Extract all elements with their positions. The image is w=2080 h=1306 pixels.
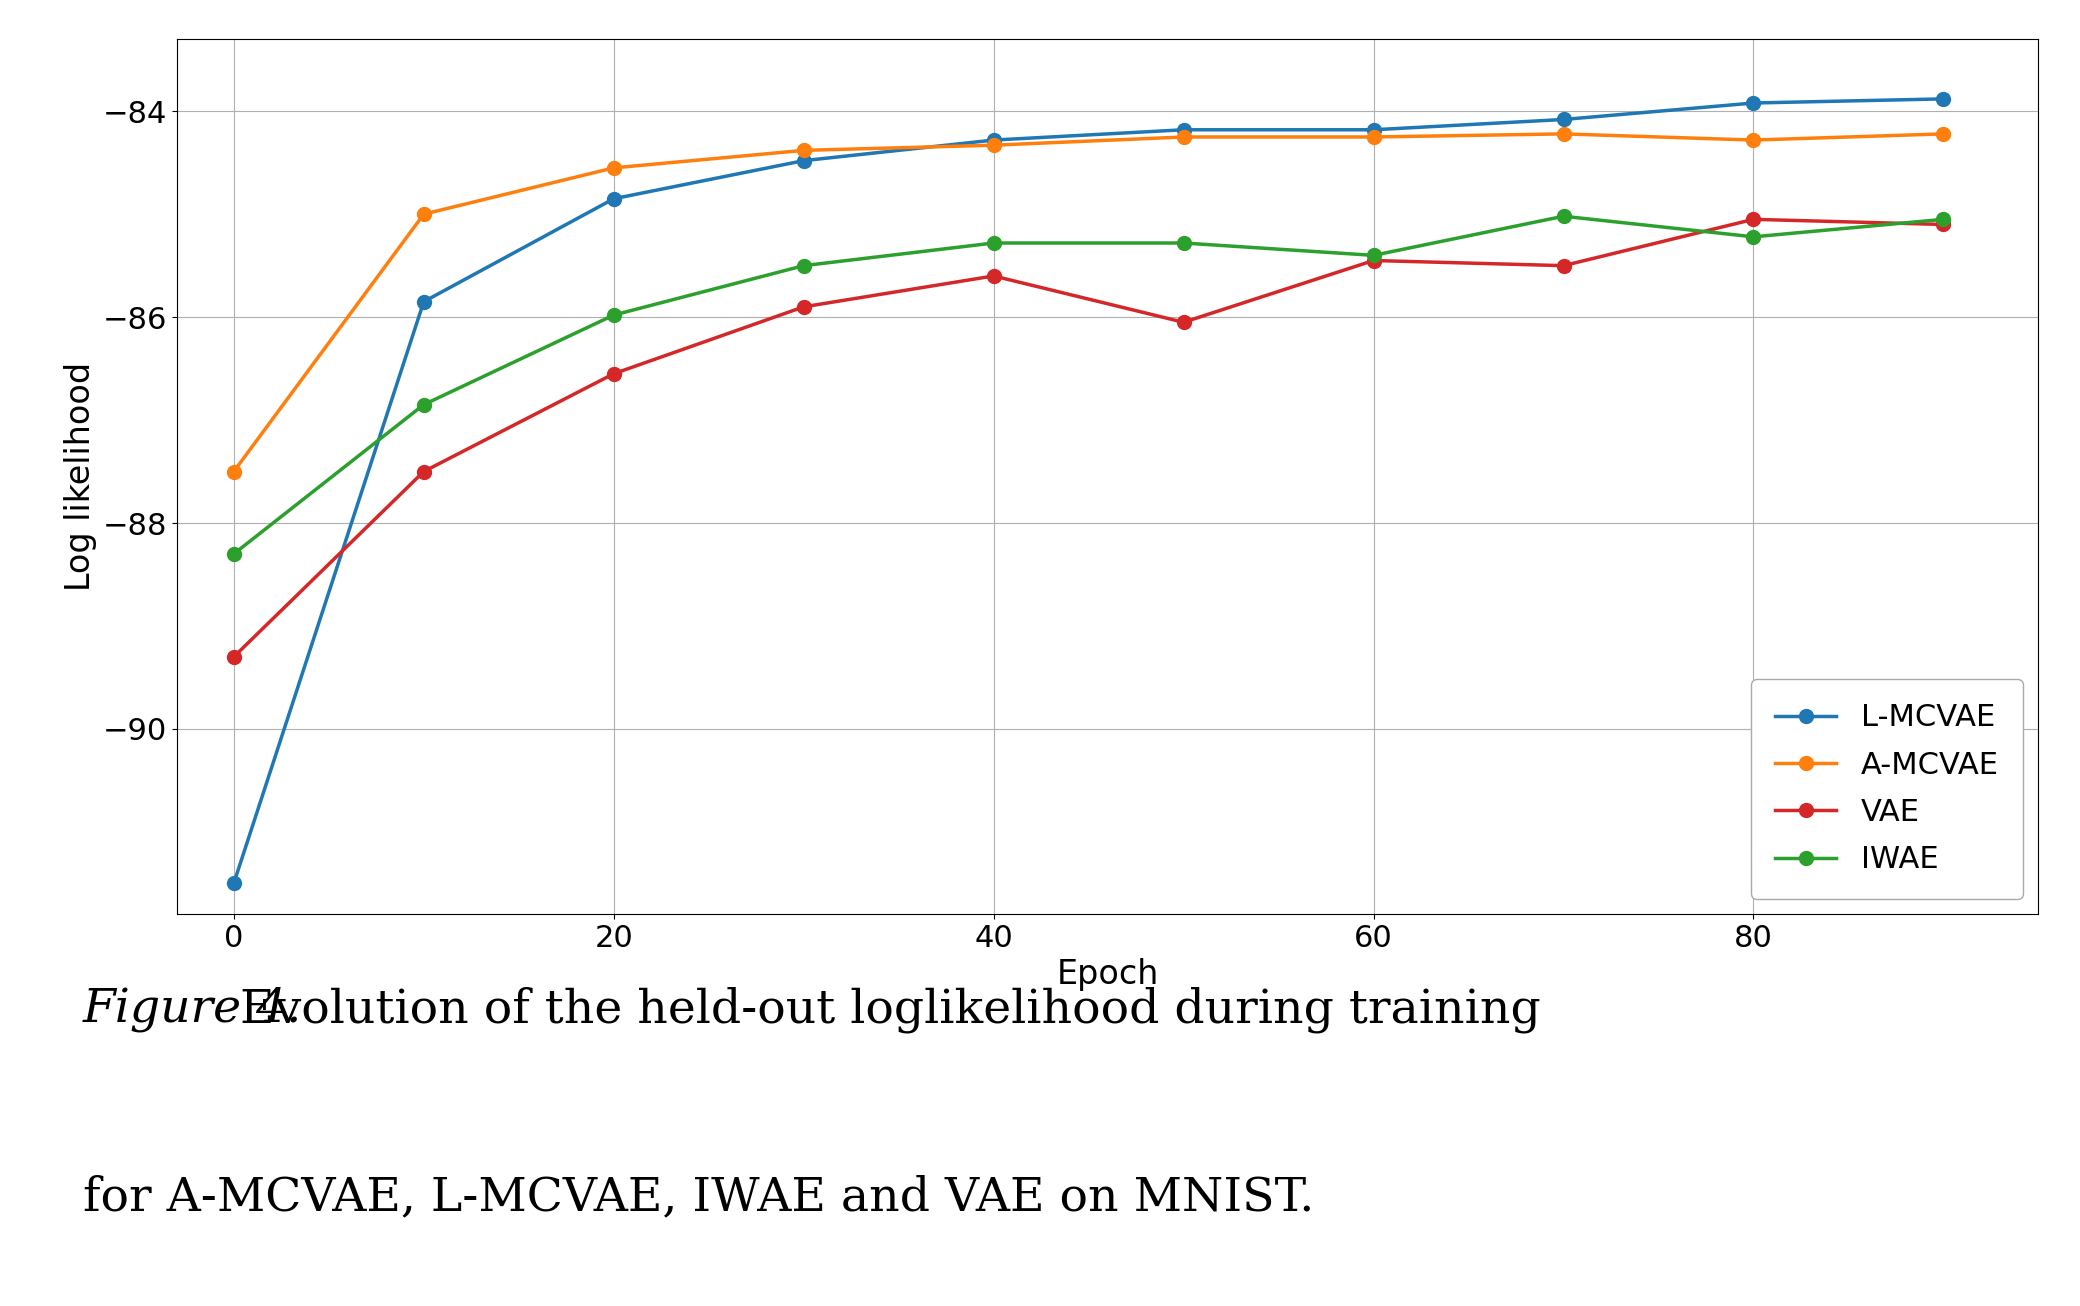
L-MCVAE: [1171, 121, 1196, 137]
L-MCVAE: [601, 191, 626, 206]
Text: Evolution of the held-out loglikelihood during training: Evolution of the held-out loglikelihood …: [225, 986, 1541, 1033]
IWAE: [790, 257, 815, 273]
L-MCVAE: [1741, 95, 1766, 111]
L-MCVAE: [790, 153, 815, 168]
VAE: [1360, 252, 1385, 268]
A-MCVAE: [601, 161, 626, 176]
IWAE: [1930, 212, 1955, 227]
L-MCVAE: [1930, 91, 1955, 107]
L-MCVAE: [1360, 121, 1385, 137]
L-MCVAE: [982, 132, 1007, 148]
IWAE: [1552, 209, 1577, 225]
A-MCVAE: [1552, 127, 1577, 142]
A-MCVAE: [982, 137, 1007, 153]
Line: VAE: VAE: [227, 213, 1951, 663]
IWAE: [982, 235, 1007, 251]
Text: for A-MCVAE, L-MCVAE, IWAE and VAE on MNIST.: for A-MCVAE, L-MCVAE, IWAE and VAE on MN…: [83, 1175, 1315, 1221]
L-MCVAE: [412, 294, 437, 310]
A-MCVAE: [1741, 132, 1766, 148]
A-MCVAE: [412, 206, 437, 222]
VAE: [412, 464, 437, 479]
IWAE: [220, 546, 245, 562]
IWAE: [412, 397, 437, 413]
L-MCVAE: [1552, 111, 1577, 127]
X-axis label: Epoch: Epoch: [1057, 959, 1159, 991]
IWAE: [601, 307, 626, 323]
Y-axis label: Log likelihood: Log likelihood: [64, 362, 98, 592]
VAE: [1930, 217, 1955, 232]
A-MCVAE: [1171, 129, 1196, 145]
VAE: [601, 366, 626, 381]
IWAE: [1741, 229, 1766, 244]
VAE: [1552, 257, 1577, 273]
A-MCVAE: [790, 142, 815, 158]
IWAE: [1171, 235, 1196, 251]
L-MCVAE: [220, 875, 245, 891]
Legend: L-MCVAE, A-MCVAE, VAE, IWAE: L-MCVAE, A-MCVAE, VAE, IWAE: [1751, 679, 2024, 899]
Line: IWAE: IWAE: [227, 209, 1951, 560]
VAE: [790, 299, 815, 315]
A-MCVAE: [220, 464, 245, 479]
VAE: [220, 649, 245, 665]
A-MCVAE: [1930, 127, 1955, 142]
Text: Figure 4.: Figure 4.: [83, 986, 302, 1032]
Line: L-MCVAE: L-MCVAE: [227, 91, 1951, 891]
IWAE: [1360, 248, 1385, 264]
Line: A-MCVAE: A-MCVAE: [227, 127, 1951, 478]
VAE: [982, 268, 1007, 283]
VAE: [1741, 212, 1766, 227]
A-MCVAE: [1360, 129, 1385, 145]
VAE: [1171, 315, 1196, 330]
